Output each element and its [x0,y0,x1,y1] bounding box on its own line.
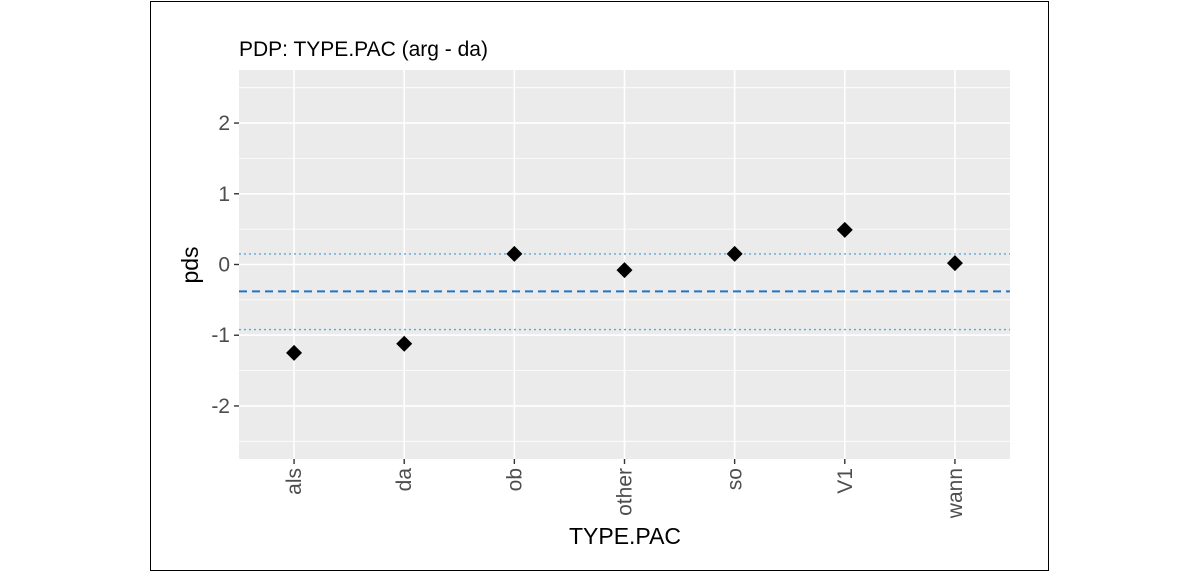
data-points [286,221,963,361]
chart: PDP: TYPE.PAC (arg - da) -2 -1 0 1 2 als da ob… [177,38,1010,549]
data-point-da [396,335,413,352]
data-point-other [616,262,633,279]
reference-lines [239,253,1010,331]
data-point-wann [946,255,963,272]
x-axis: als da ob other so V1 wann [283,459,967,519]
y-tick-label: 0 [218,254,230,277]
x-tick-label: ob [503,468,526,491]
data-point-ob [506,245,523,262]
y-tick-label: 1 [218,183,230,206]
y-tick-label: -1 [211,324,230,347]
chart-frame: PDP: TYPE.PAC (arg - da) -2 -1 0 1 2 als da ob… [150,1,1049,571]
chart-title: PDP: TYPE.PAC (arg - da) [239,38,488,61]
y-axis: -2 -1 0 1 2 [211,112,239,418]
x-tick-label: wann [944,468,967,519]
x-tick-label: als [283,468,306,495]
data-point-so [726,245,743,262]
y-tick-label: 2 [218,112,230,135]
x-axis-title: TYPE.PAC [569,523,681,549]
y-tick-label: -2 [211,395,230,418]
y-axis-title: pds [177,246,203,283]
x-tick-label: V1 [834,468,857,494]
x-tick-label: da [393,468,416,492]
data-point-als [286,344,303,361]
data-point-V1 [836,221,853,238]
x-tick-label: other [614,468,637,516]
x-tick-label: so [724,468,747,490]
